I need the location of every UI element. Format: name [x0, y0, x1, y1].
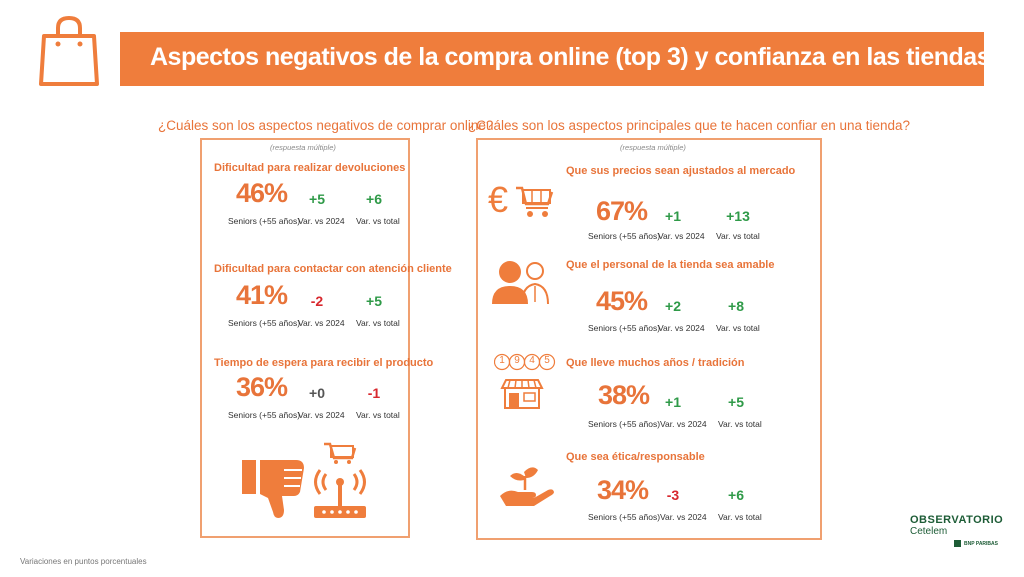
- seniors-caption: Seniors (+55 años): [588, 419, 661, 429]
- seniors-caption: Seniors (+55 años): [228, 318, 301, 328]
- seniors-caption: Seniors (+55 años): [588, 512, 661, 522]
- bnp-star-icon: [954, 540, 961, 547]
- left-item-pct: 41%: [236, 280, 288, 310]
- var2024-caption: Var. vs 2024: [298, 216, 345, 226]
- right-item-var2024: -3: [666, 487, 680, 503]
- right-item-var2024: +2: [665, 298, 681, 314]
- right-item-title: Que sus precios sean ajustados al mercad…: [566, 165, 796, 177]
- var2024-caption: Var. vs 2024: [660, 512, 707, 522]
- right-item-vartotal: +6: [728, 487, 744, 503]
- vartotal-caption: Var. vs total: [716, 231, 760, 241]
- var2024-caption: Var. vs 2024: [658, 323, 705, 333]
- right-item-title: Que lleve muchos años / tradición: [566, 357, 745, 369]
- right-item-var2024: +1: [665, 208, 681, 224]
- seniors-caption: Seniors (+55 años): [588, 231, 661, 241]
- observatorio-cetelem-logo: OBSERVATORIO Cetelem BNP PARIBAS: [910, 514, 1010, 562]
- left-item-var2024: +5: [309, 191, 325, 207]
- left-item-var2024: -2: [310, 293, 324, 309]
- left-item-var2024: +0: [309, 385, 325, 401]
- right-item-title: Que sea ética/responsable: [566, 451, 705, 463]
- euro-cart-icon: €: [488, 179, 558, 220]
- seniors-caption: Seniors (+55 años): [228, 410, 301, 420]
- right-question: ¿Cuáles son los aspectos principales que…: [468, 118, 911, 133]
- page-title: Aspectos negativos de la compra online (…: [150, 43, 991, 71]
- left-item-pct: 36%: [236, 372, 288, 402]
- store-1945-icon: [493, 352, 558, 412]
- left-panel: [200, 138, 410, 538]
- thumbs-down-icon: [240, 458, 312, 520]
- left-item-title: Dificultad para contactar con atención c…: [214, 263, 452, 275]
- right-note: (respuesta múltiple): [620, 143, 686, 152]
- right-item-title: Que el personal de la tienda sea amable: [566, 259, 775, 271]
- hand-plant-icon: [498, 466, 556, 508]
- header-bar: [120, 32, 984, 86]
- right-item-vartotal: +5: [728, 394, 744, 410]
- left-question: ¿Cuáles son los aspectos negativos de co…: [158, 118, 494, 133]
- right-item-pct: 34%: [597, 475, 649, 505]
- right-item-vartotal: +13: [726, 208, 750, 224]
- vartotal-caption: Var. vs total: [716, 323, 760, 333]
- right-item-pct: 38%: [598, 380, 650, 410]
- logo-line1: OBSERVATORIO: [910, 514, 1004, 526]
- seniors-caption: Seniors (+55 años): [588, 323, 661, 333]
- var2024-caption: Var. vs 2024: [658, 231, 705, 241]
- left-item-title: Dificultad para realizar devoluciones: [214, 162, 406, 174]
- seniors-caption: Seniors (+55 años): [228, 216, 301, 226]
- left-item-vartotal: -1: [367, 385, 381, 401]
- left-note: (respuesta múltiple): [270, 143, 336, 152]
- right-item-vartotal: +8: [728, 298, 744, 314]
- left-item-vartotal: +6: [366, 191, 382, 207]
- svg-text:€: €: [488, 180, 508, 220]
- var2024-caption: Var. vs 2024: [298, 410, 345, 420]
- year-digit: 5: [544, 355, 550, 366]
- vartotal-caption: Var. vs total: [356, 318, 400, 328]
- footer-note: Variaciones en puntos porcentuales: [20, 557, 147, 566]
- vartotal-caption: Var. vs total: [356, 216, 400, 226]
- wifi-router-cart-icon: [310, 440, 370, 522]
- shopping-bag-icon: [38, 14, 100, 88]
- left-item-pct: 46%: [236, 178, 288, 208]
- staff-icon: [488, 256, 554, 306]
- right-item-pct: 45%: [596, 286, 648, 316]
- right-item-pct: 67%: [596, 196, 648, 226]
- logo-line3: BNP PARIBAS: [964, 540, 998, 547]
- year-digit: 4: [529, 355, 535, 366]
- vartotal-caption: Var. vs total: [356, 410, 400, 420]
- left-item-vartotal: +5: [366, 293, 382, 309]
- year-digit: 1: [499, 355, 505, 366]
- vartotal-caption: Var. vs total: [718, 512, 762, 522]
- right-item-var2024: +1: [665, 394, 681, 410]
- year-digit: 9: [514, 355, 520, 366]
- left-item-title: Tiempo de espera para recibir el product…: [214, 357, 434, 369]
- logo-line2: Cetelem: [910, 526, 948, 537]
- var2024-caption: Var. vs 2024: [660, 419, 707, 429]
- vartotal-caption: Var. vs total: [718, 419, 762, 429]
- var2024-caption: Var. vs 2024: [298, 318, 345, 328]
